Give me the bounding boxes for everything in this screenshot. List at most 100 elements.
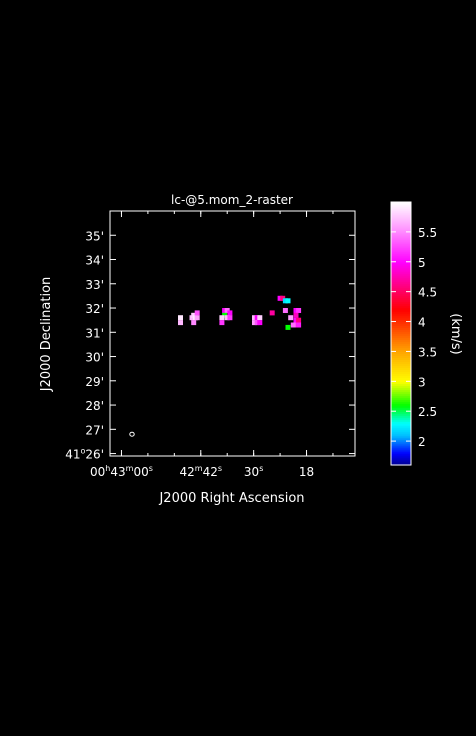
data-pixel (191, 320, 197, 326)
x-tick-label: 00h43m00s (90, 464, 153, 479)
colorbar-band (391, 227, 411, 231)
colorbar-band (391, 307, 411, 311)
x-tick-label-part: s (218, 464, 222, 473)
colorbar-band (391, 237, 411, 241)
data-pixel (222, 312, 228, 318)
x-tick-label-part: h (105, 464, 110, 473)
colorbar-band (391, 251, 411, 255)
colorbar-band (391, 333, 411, 337)
colorbar-tick-label: 2.5 (418, 405, 437, 419)
colorbar-tick-label: 3 (418, 375, 426, 389)
colorbar-band (391, 329, 411, 333)
x-tick-label-part: m (126, 464, 134, 473)
colorbar-band (391, 395, 411, 398)
colorbar-band (391, 363, 411, 366)
data-pixel (296, 317, 302, 323)
colorbar-band (391, 285, 411, 289)
colorbar-band (391, 317, 411, 321)
y-tick-label-part: 26' (85, 448, 104, 462)
colorbar-band (391, 215, 411, 219)
colorbar-band (391, 423, 411, 426)
x-tick-label-part: m (195, 464, 203, 473)
x-tick-label: 30s (244, 464, 263, 479)
colorbar-band (391, 205, 411, 209)
colorbar-band (391, 407, 411, 410)
colorbar-band (391, 257, 411, 261)
data-pixel (227, 310, 233, 316)
colorbar-tick-label: 3.5 (418, 345, 437, 359)
colorbar-band (391, 345, 411, 349)
plot-frame (109, 210, 356, 457)
x-tick-label-part: 30 (244, 465, 259, 479)
colorbar-band (391, 305, 411, 309)
colorbar-band (391, 419, 411, 422)
data-pixel (280, 295, 286, 301)
x-tick-label-part: 42 (180, 465, 195, 479)
data-pixel (277, 295, 283, 301)
y-tick-label: 30' (85, 351, 104, 365)
colorbar-band (391, 211, 411, 215)
colorbar-label: (km/s) (448, 313, 463, 355)
y-tick-label: 35' (85, 229, 104, 243)
colorbar-band (391, 459, 411, 462)
data-pixel (296, 308, 302, 313)
data-pixel (178, 315, 183, 321)
colorbar-band (391, 367, 411, 370)
data-pixel (219, 320, 225, 326)
colorbar-band (391, 243, 411, 247)
y-tick-label-part: 32' (85, 302, 104, 316)
colorbar-band (391, 451, 411, 454)
colorbar-band (391, 389, 411, 392)
colorbar-band (391, 217, 411, 221)
colorbar-band (391, 375, 411, 378)
x-tick-label-part: s (259, 464, 263, 473)
colorbar-band (391, 303, 411, 307)
data-pixel (288, 315, 294, 321)
colorbar-band (391, 455, 411, 458)
data-pixel (293, 322, 299, 328)
colorbar-band (391, 255, 411, 259)
y-tick-label-part: 41 (65, 448, 80, 462)
colorbar-band (391, 279, 411, 283)
colorbar-band (391, 263, 411, 267)
colorbar-band (391, 421, 411, 424)
colorbar-band (391, 383, 411, 386)
x-axis-label: J2000 Right Ascension (158, 491, 304, 506)
colorbar-band (391, 353, 411, 357)
data-pixel (296, 322, 302, 328)
colorbar-band (391, 337, 411, 341)
colorbar-band (391, 311, 411, 315)
colorbar-band (391, 319, 411, 323)
colorbar-band (391, 202, 411, 205)
colorbar-band (391, 233, 411, 237)
colorbar-band (391, 403, 411, 406)
colorbar-band (391, 387, 411, 390)
colorbar-band (391, 351, 411, 355)
x-tick-label-part: 00 (133, 465, 148, 479)
colorbar-band (391, 267, 411, 271)
colorbar-band (391, 221, 411, 225)
colorbar-band (391, 449, 411, 452)
y-axis-ticks: 41o26' 27' 28' 29' 30' 31' 32' 33' 34' 35' (65, 229, 355, 462)
x-tick-label-part: 42 (203, 465, 218, 479)
colorbar-band (391, 291, 411, 295)
data-pixel (194, 310, 200, 316)
colorbar-band (391, 347, 411, 351)
colorbar-band (391, 331, 411, 335)
colorbar-band (391, 293, 411, 297)
colorbar-band (391, 241, 411, 245)
data-pixel (282, 308, 288, 313)
colorbar-band (391, 269, 411, 273)
data-pixel (269, 310, 275, 316)
x-tick-label-part: 18 (299, 465, 314, 479)
colorbar-band (391, 365, 411, 368)
colorbar-band (391, 265, 411, 269)
colorbar-band (391, 409, 411, 412)
colorbar-band (391, 315, 411, 319)
colorbar-band (391, 447, 411, 450)
y-tick-label: 32' (85, 302, 104, 316)
colorbar-band (391, 413, 411, 416)
colorbar-band (391, 417, 411, 420)
colorbar-band (391, 343, 411, 347)
data-pixel (257, 315, 263, 321)
